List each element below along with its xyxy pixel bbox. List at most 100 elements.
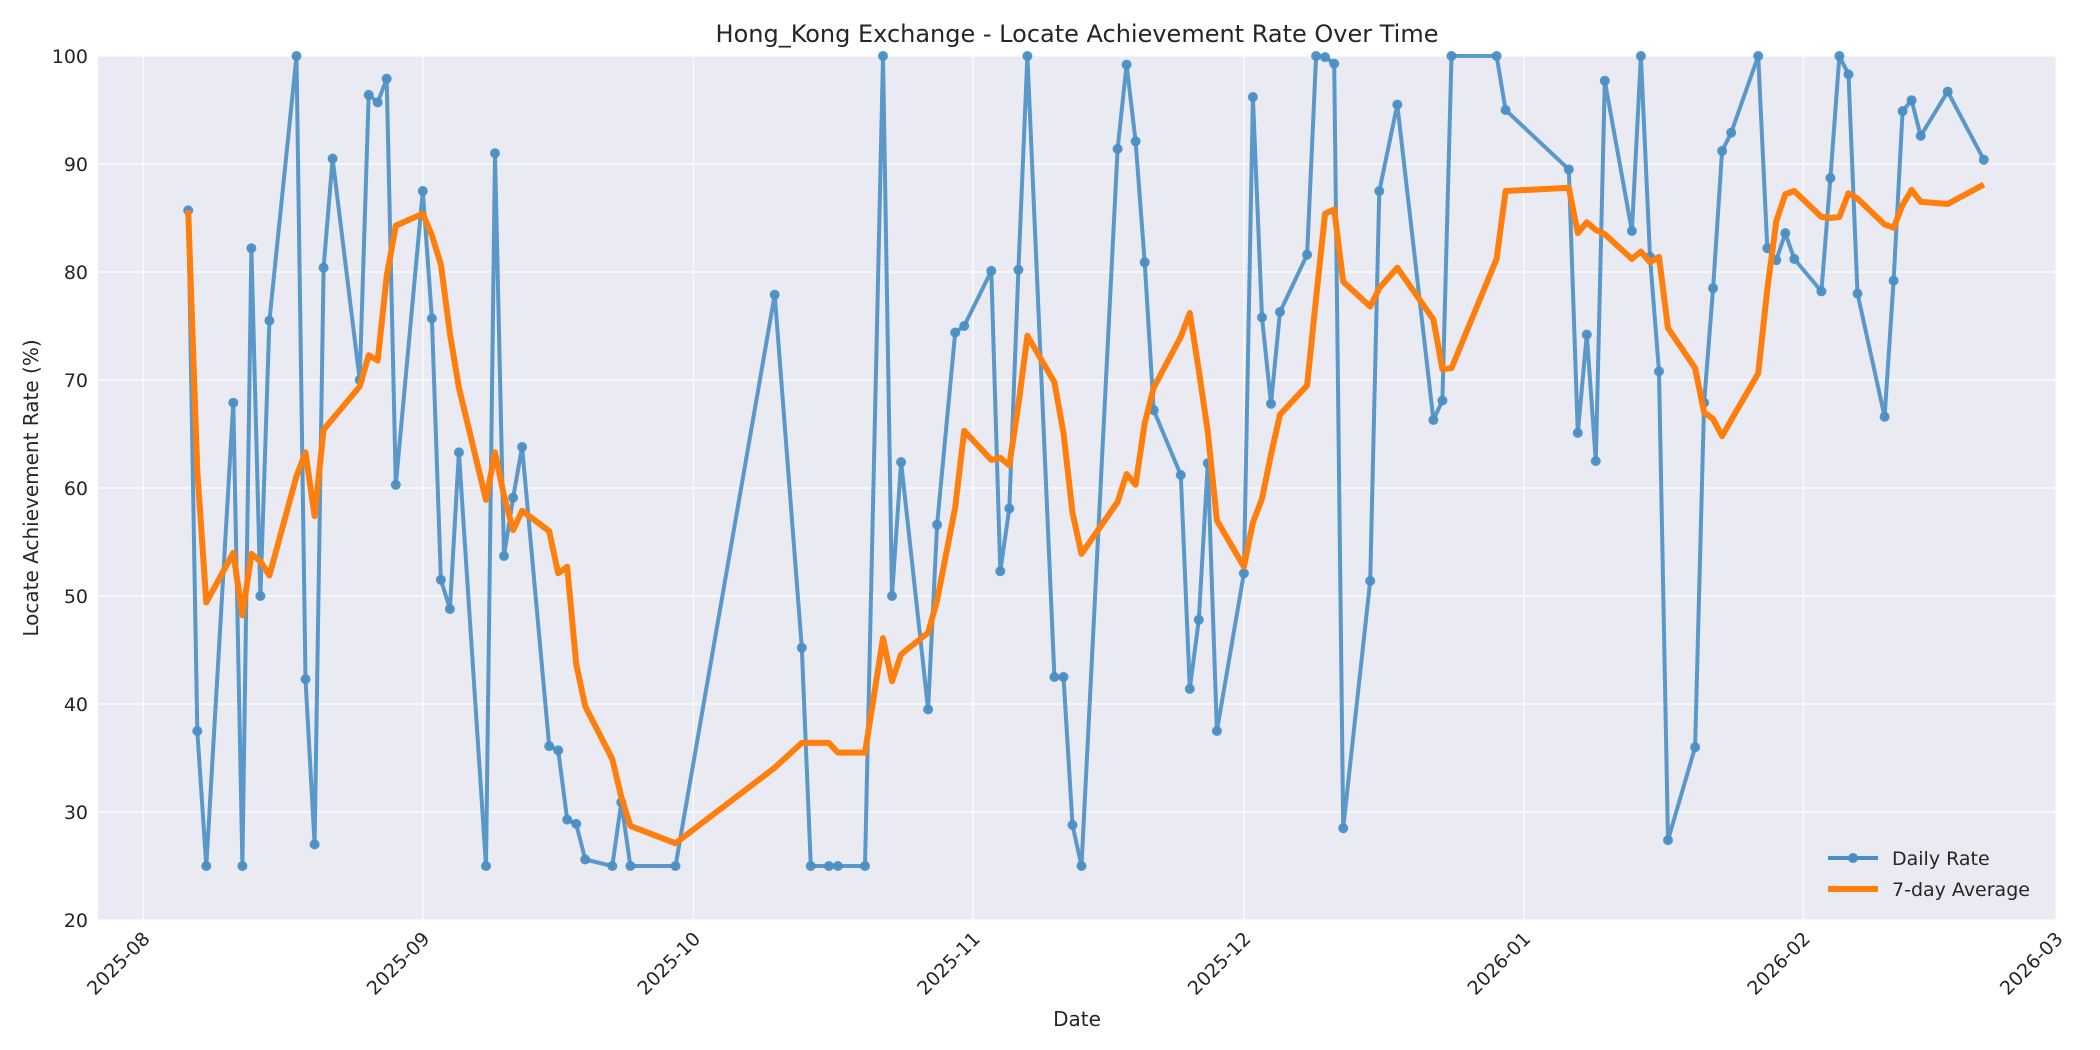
daily-rate-point [1392, 99, 1403, 110]
daily-rate-point [1121, 59, 1132, 70]
daily-rate-point [769, 289, 780, 300]
y-axis-ticks: 20 30 40 50 60 70 80 90 100 [52, 46, 88, 932]
daily-rate-point [1978, 154, 1989, 165]
daily-rate-point [1906, 95, 1917, 106]
daily-rate-point [327, 153, 338, 164]
daily-rate-point [1329, 58, 1340, 69]
daily-rate-point [417, 186, 428, 196]
daily-rate-point [670, 861, 681, 871]
daily-rate-point [832, 861, 843, 871]
daily-rate-point [1302, 249, 1313, 260]
daily-rate-point [1320, 52, 1331, 63]
daily-rate-point [318, 262, 329, 273]
y-tick-label: 90 [64, 154, 88, 176]
daily-rate-point [1067, 820, 1078, 830]
y-tick-label: 20 [64, 910, 88, 932]
chart-title: Hong_Kong Exchange - Locate Achievement … [716, 20, 1439, 48]
y-tick-label: 100 [52, 46, 88, 68]
daily-rate-point [1257, 312, 1267, 323]
daily-rate-point [426, 313, 437, 324]
daily-rate-point [246, 243, 257, 254]
daily-rate-point [1572, 427, 1583, 438]
daily-rate-point [363, 89, 374, 100]
daily-rate-point [805, 861, 816, 871]
y-tick-label: 70 [64, 370, 88, 392]
daily-rate-point [1690, 742, 1701, 753]
daily-rate-point [1076, 861, 1087, 871]
daily-rate-point [878, 51, 888, 61]
daily-rate-point [508, 492, 519, 503]
daily-rate-point [1004, 503, 1015, 514]
daily-rate-point [1942, 86, 1953, 97]
y-axis-title: Locate Achievement Rate (%) [19, 339, 43, 636]
daily-rate-point [1590, 456, 1601, 466]
daily-rate-point [1238, 568, 1249, 579]
daily-rate-point [192, 726, 203, 736]
daily-rate-point [860, 861, 870, 871]
daily-rate-point [237, 861, 248, 871]
daily-rate-point [1717, 146, 1728, 156]
daily-rate-point [1175, 470, 1186, 480]
daily-rate-point [625, 861, 636, 871]
daily-rate-point [1888, 275, 1899, 286]
daily-rate-point [923, 704, 934, 715]
daily-rate-point [300, 674, 311, 685]
daily-rate-point [1022, 51, 1033, 61]
daily-rate-point [932, 519, 943, 530]
daily-rate-point [1211, 726, 1222, 736]
daily-rate-point [796, 642, 807, 653]
daily-rate-point [995, 566, 1006, 577]
daily-rate-point [517, 442, 528, 452]
daily-rate-point [372, 97, 383, 108]
daily-rate-point [1049, 672, 1060, 682]
y-tick-label: 60 [64, 478, 88, 500]
daily-rate-point [390, 479, 401, 490]
seven-day-average-line [185, 181, 1986, 847]
daily-rate-point [1789, 254, 1800, 264]
daily-rate-point [1816, 286, 1827, 297]
daily-rate-point [1193, 614, 1204, 625]
daily-rate-point [896, 457, 907, 468]
daily-rate-point [1112, 143, 1123, 154]
daily-rate-point [499, 551, 509, 561]
daily-rate-point [1365, 575, 1376, 586]
daily-rate-point [435, 574, 446, 585]
legend: Daily Rate 7-day Average [1828, 848, 2030, 901]
daily-rate-point [444, 604, 455, 614]
x-axis-title: Date [1053, 1007, 1101, 1031]
grid [98, 55, 2057, 921]
daily-rate-point [1437, 395, 1448, 406]
daily-rate-point [264, 315, 275, 326]
legend-7-day-average-label: 7-day Average [1892, 879, 2030, 901]
daily-rate-point [1139, 257, 1150, 268]
daily-rate-point [1184, 683, 1195, 694]
daily-rate-point [1130, 136, 1141, 147]
daily-rate-point [1780, 228, 1791, 239]
daily-rate-point [490, 148, 500, 159]
daily-rate-point [1879, 411, 1890, 422]
y-tick-label: 50 [64, 586, 88, 608]
daily-rate-point [1654, 366, 1664, 377]
daily-rate-point [1708, 283, 1719, 294]
daily-rate-point [823, 861, 834, 871]
daily-rate-point [950, 327, 961, 338]
daily-rate-point [562, 814, 573, 825]
legend-daily-rate-marker [1848, 853, 1858, 863]
daily-rate-point [201, 861, 212, 871]
daily-rate-point [1500, 105, 1511, 115]
daily-rate-point [1247, 92, 1258, 102]
daily-rate-point [1338, 823, 1349, 834]
daily-rate-point [887, 591, 897, 601]
daily-rate-point [381, 73, 392, 84]
daily-rate-point [1599, 75, 1610, 86]
daily-rate-point [1852, 288, 1863, 299]
daily-rate-point [1663, 835, 1673, 846]
daily-rate-point [1058, 672, 1069, 682]
daily-rate-point [1266, 398, 1276, 409]
y-tick-label: 80 [64, 262, 88, 284]
daily-rate-point [959, 321, 970, 331]
daily-rate-point [1581, 329, 1592, 340]
daily-rate-point [1013, 264, 1024, 275]
daily-rate-point [607, 861, 618, 871]
daily-rate-point [1843, 69, 1854, 80]
